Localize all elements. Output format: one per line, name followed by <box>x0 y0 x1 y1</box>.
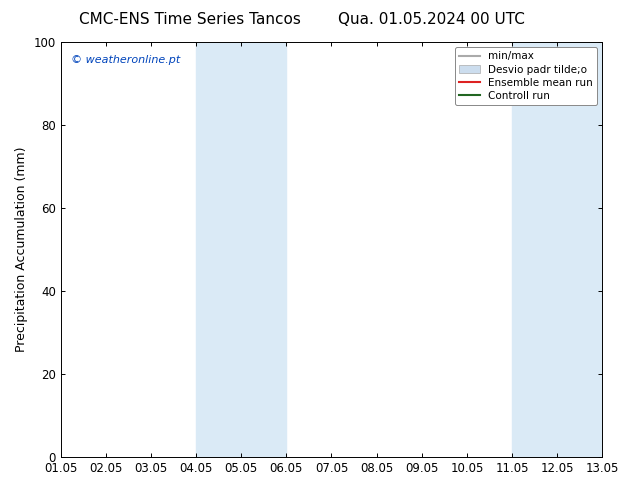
Bar <box>512 42 602 457</box>
Text: © weatheronline.pt: © weatheronline.pt <box>72 54 181 65</box>
Legend: min/max, Desvio padr tilde;o, Ensemble mean run, Controll run: min/max, Desvio padr tilde;o, Ensemble m… <box>455 47 597 105</box>
Text: Qua. 01.05.2024 00 UTC: Qua. 01.05.2024 00 UTC <box>338 12 524 27</box>
Y-axis label: Precipitation Accumulation (mm): Precipitation Accumulation (mm) <box>15 147 28 352</box>
Text: CMC-ENS Time Series Tancos: CMC-ENS Time Series Tancos <box>79 12 301 27</box>
Bar <box>196 42 287 457</box>
